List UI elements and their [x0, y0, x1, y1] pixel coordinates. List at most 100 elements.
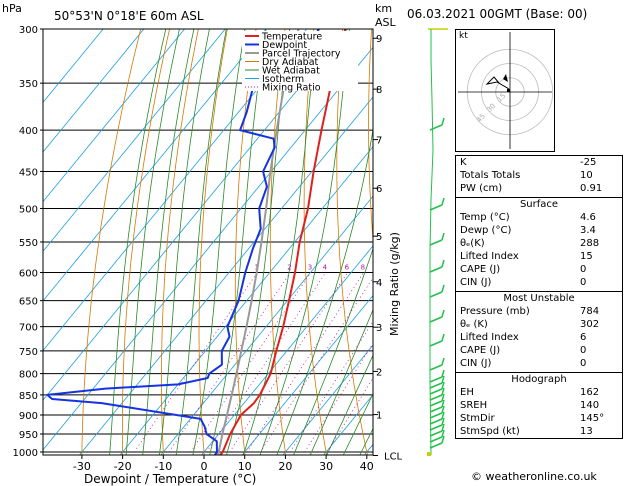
wind-barb — [429, 340, 443, 347]
mixing-ratio-line — [133, 272, 258, 453]
index-tt-value: 10 — [580, 170, 593, 181]
wind-barb — [429, 316, 443, 323]
legend-entry: Isotherm — [262, 74, 304, 85]
unstable-row: CAPE (J) 0 — [456, 344, 622, 357]
isotherm-line — [43, 29, 186, 203]
profile-curves: 1 2 3 4 6 8 10 16 20 2 8 — [46, 29, 424, 455]
pressure-tick-label: 600 — [19, 269, 38, 280]
wind-barb-flag — [441, 429, 445, 438]
pressure-tick-label: 800 — [19, 370, 38, 381]
surface-row-label: θₑ(K) — [460, 238, 485, 249]
isotherm-line — [43, 29, 104, 103]
isotherm-line — [43, 29, 145, 153]
index-k-value: -25 — [580, 157, 597, 168]
unstable-row-value: 784 — [580, 306, 600, 317]
unstable-row-value: 6 — [580, 332, 587, 343]
km-tick-label: 2 — [376, 367, 382, 378]
mixing-ratio-line — [190, 272, 312, 453]
unstable-row: CIN (J) 0 — [456, 357, 622, 370]
unstable-row-value: 0 — [580, 358, 587, 369]
mixing-ratio-label: 6 — [345, 264, 350, 272]
unstable-row-label: Pressure (mb) — [460, 306, 530, 317]
wet-adiabat — [309, 308, 373, 455]
surface-row-label: Lifted Index — [460, 251, 519, 262]
mixing-ratio-label: 16 — [401, 264, 410, 272]
mixing-ratio-label: 2 — [287, 264, 291, 272]
temp-tick-label: -10 — [154, 460, 172, 473]
surface-row-value: 0 — [580, 277, 587, 288]
km-tick-label: 8 — [376, 85, 382, 96]
temp-tick-label: -30 — [73, 460, 91, 473]
surface-row: CAPE (J) 0 — [456, 263, 622, 276]
wind-barb — [429, 400, 443, 407]
isotherm-line — [201, 245, 373, 455]
km-tick-label: 7 — [376, 136, 382, 147]
pressure-tick-label: 650 — [19, 297, 38, 308]
unstable-row-label: θₑ (K) — [460, 319, 488, 330]
wet-adiabat — [242, 29, 318, 455]
axes: 3003504004505005506006507007508008509009… — [13, 25, 403, 473]
isotherm-line — [282, 344, 373, 455]
mixing-ratio-label: 3 — [308, 264, 312, 272]
mixing-ratio-label: 20 — [415, 264, 424, 272]
wind-barb-flag — [441, 405, 445, 414]
mixing-ratio-line — [246, 272, 365, 453]
surface-row: θₑ(K) 288 — [456, 237, 622, 250]
mixing-ratio-line — [326, 377, 373, 453]
mixing-ratio-line — [289, 320, 373, 453]
surface-row-value: 0 — [580, 264, 587, 275]
indices-panel: K -25 Totals Totals 10 PW (cm) 0.91 Surface… — [455, 155, 623, 439]
surface-row-value: 15 — [580, 251, 593, 262]
hodograph-kt-label: kt — [459, 31, 468, 41]
pressure-tick-label: 300 — [19, 25, 38, 36]
wind-barb-flag — [441, 333, 445, 342]
wind-surface-marker — [427, 452, 431, 456]
wind-barb-flag — [441, 309, 445, 318]
isotherm-line — [43, 29, 267, 302]
wet-adiabat — [142, 29, 195, 455]
mixing-ratio-line — [260, 277, 373, 453]
temp-tick-label: 30 — [319, 460, 333, 473]
hodograph-row-value: 145° — [580, 413, 605, 424]
wind-barb — [429, 442, 443, 449]
wind-barb — [429, 376, 443, 383]
surface-row: CIN (J) 0 — [456, 276, 622, 289]
legend-entry: Parcel Trajectory — [262, 49, 341, 60]
isotherm-line — [160, 195, 373, 455]
surface-row: Lifted Index 15 — [456, 250, 622, 263]
temp-tick-label: 20 — [278, 460, 292, 473]
surface-row: Temp (°C) 4.6 — [456, 211, 622, 224]
x-axis-label: Dewpoint / Temperature (°C) — [84, 472, 256, 486]
km-tick-label: 4 — [376, 278, 382, 289]
dry-adiabat — [81, 29, 142, 455]
wind-barb — [429, 364, 443, 371]
mixing-ratio-line — [168, 272, 291, 453]
pressure-tick-label: 850 — [19, 391, 38, 402]
wet-adiabat — [175, 29, 227, 455]
unstable-row-value: 0 — [580, 345, 587, 356]
hodograph-plot: 45 30 15 kt — [455, 29, 555, 152]
pressure-tick-label: 1000 — [13, 448, 38, 459]
surface-row-label: Dewp (°C) — [460, 225, 512, 236]
temp-tick-label: 40 — [360, 460, 374, 473]
wind-barb-flag — [441, 284, 445, 293]
dry-adiabat — [336, 29, 368, 455]
km-tick-label: 9 — [376, 34, 382, 45]
dry-adiabat — [160, 29, 199, 455]
pressure-tick-label: 450 — [19, 167, 38, 178]
pressure-tick-label: 550 — [19, 238, 38, 249]
wind-barbs — [427, 28, 448, 456]
wind-barb-flag — [441, 423, 445, 432]
unstable-row-label: CIN (J) — [460, 358, 492, 369]
hodograph-storm-marker — [507, 89, 510, 92]
wind-barb-flag — [441, 197, 445, 206]
hodograph-row-value: 140 — [580, 400, 600, 411]
wind-barb — [429, 436, 443, 443]
unstable-row: Lifted Index 6 — [456, 331, 622, 344]
unstable-row: θₑ (K) 302 — [456, 318, 622, 331]
wind-barb-flag — [441, 375, 445, 384]
temp-tick-label: 0 — [201, 460, 208, 473]
